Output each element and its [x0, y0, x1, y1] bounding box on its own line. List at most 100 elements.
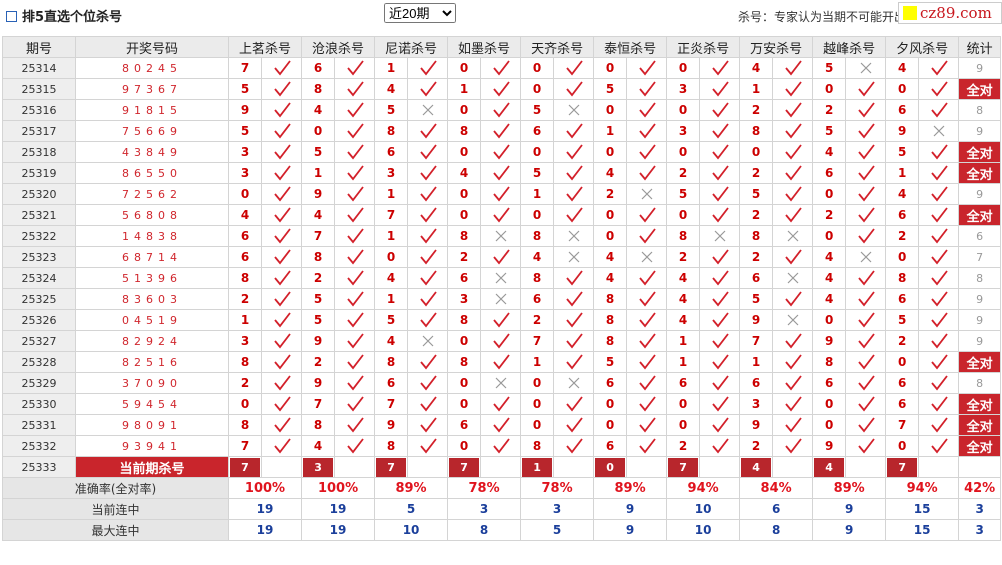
kill-cell: 6: [593, 435, 628, 457]
result-cell: [845, 183, 887, 205]
period-cell: 25326: [2, 309, 76, 331]
summary-value: 8: [447, 519, 522, 541]
check-path: [565, 123, 583, 139]
check-icon: [273, 228, 291, 244]
kill-cell: 8: [520, 435, 555, 457]
result-cell: [699, 288, 741, 310]
check-icon: [419, 375, 437, 391]
kill-cell: 1: [666, 351, 701, 373]
kill-cell: 4: [812, 141, 847, 163]
result-cell: [260, 78, 303, 100]
result-cell: [334, 204, 376, 226]
check-icon: [638, 60, 656, 76]
kill-cell: 5: [739, 288, 774, 310]
check-icon: [273, 354, 291, 370]
result-cell: [407, 162, 449, 184]
check-path: [711, 144, 729, 160]
check-icon: [638, 333, 656, 349]
cross-icon: [495, 272, 506, 284]
kill-cell: 2: [812, 99, 847, 121]
result-cell: [407, 393, 449, 415]
check-icon: [419, 228, 437, 244]
kill-cell: 7: [228, 57, 262, 79]
kill-cell: 8: [301, 414, 336, 436]
draw-cell: 98091: [75, 414, 229, 436]
result-cell: [480, 267, 522, 289]
summary-value: 19: [227, 519, 303, 541]
kill-cell: 0: [593, 393, 628, 415]
result-cell: [480, 330, 522, 352]
result-cell: [772, 372, 814, 394]
result-cell: [334, 393, 376, 415]
result-cell: [334, 162, 376, 184]
kill-cell: 0: [885, 351, 920, 373]
current-kill-cell: 7: [228, 456, 262, 478]
check-icon: [492, 438, 510, 454]
check-path: [930, 165, 948, 181]
result-cell: [772, 120, 814, 142]
check-icon: [638, 81, 656, 97]
check-path: [273, 396, 291, 412]
kill-cell: 9: [739, 309, 774, 331]
result-cell: [553, 330, 595, 352]
check-icon: [565, 81, 583, 97]
result-cell: [626, 372, 668, 394]
result-cell: [553, 162, 595, 184]
cross-icon: [641, 188, 653, 200]
check-path: [273, 102, 291, 118]
result-cell: [553, 78, 595, 100]
check-path: [930, 81, 948, 97]
summary-value: 9: [593, 498, 668, 520]
summary-value: 89%: [374, 477, 449, 499]
kill-cell: 8: [374, 120, 409, 142]
summary-label: 最大连中: [2, 519, 229, 541]
stat-cell: 8: [958, 372, 1002, 394]
kill-cell: 0: [812, 309, 847, 331]
kill-cell: 1: [739, 78, 774, 100]
result-cell: [407, 330, 449, 352]
kill-cell: 1: [739, 351, 774, 373]
result-cell: [553, 351, 595, 373]
check-icon: [492, 417, 510, 433]
kill-cell: 6: [447, 414, 482, 436]
result-cell: [626, 162, 668, 184]
period-select[interactable]: 近20期: [384, 3, 456, 23]
column-header: 上茗杀号: [227, 36, 303, 58]
result-cell: [772, 204, 814, 226]
check-icon: [857, 207, 875, 223]
check-icon: [711, 81, 729, 97]
kill-cell: 8: [593, 330, 628, 352]
result-cell: [918, 393, 960, 415]
kill-cell: 2: [666, 162, 701, 184]
check-icon: [711, 438, 729, 454]
kill-cell: 1: [885, 162, 920, 184]
check-icon: [346, 144, 364, 160]
result-cell: [845, 393, 887, 415]
summary-row: 当前连中 19 19 5 3 3 9 10 6 9 15 3: [2, 498, 1002, 520]
check-path: [857, 333, 875, 349]
check-path: [419, 438, 437, 454]
cross-path: [495, 377, 506, 389]
kill-cell: 2: [593, 183, 628, 205]
check-icon: [638, 354, 656, 370]
check-icon: [565, 207, 583, 223]
kill-cell: 8: [228, 351, 262, 373]
check-path: [711, 123, 729, 139]
result-cell: [334, 330, 376, 352]
kill-cell: 0: [447, 330, 482, 352]
summary-value: 100%: [227, 477, 303, 499]
check-icon: [638, 123, 656, 139]
check-icon: [346, 396, 364, 412]
summary-value: 8: [739, 519, 814, 541]
check-icon: [273, 60, 291, 76]
check-icon: [346, 228, 364, 244]
check-path: [930, 207, 948, 223]
result-cell: [699, 99, 741, 121]
check-icon: [784, 396, 802, 412]
kill-cell: 5: [520, 162, 555, 184]
check-path: [419, 375, 437, 391]
kill-cell: 8: [520, 267, 555, 289]
result-cell: [407, 141, 449, 163]
draw-cell: 86550: [75, 162, 229, 184]
current-kill-cell: 7: [374, 456, 409, 478]
